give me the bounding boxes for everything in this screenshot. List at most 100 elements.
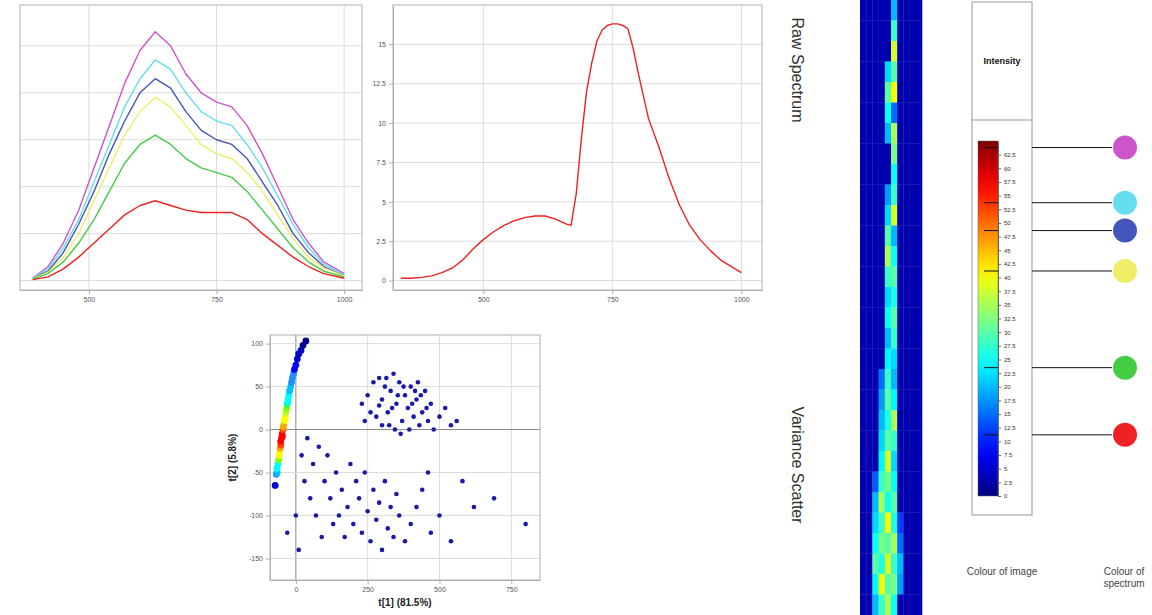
image-cell xyxy=(860,328,867,349)
tick: 25 xyxy=(998,357,1011,363)
marker xyxy=(984,356,1137,380)
image-cell xyxy=(891,595,898,615)
image-cell xyxy=(879,164,886,185)
tick-mark xyxy=(266,559,270,560)
point xyxy=(385,526,390,531)
image-cell xyxy=(897,390,904,411)
tick-mark xyxy=(998,387,1001,388)
tick-label: 100 xyxy=(251,340,263,347)
tick-mark xyxy=(998,237,1001,238)
point xyxy=(400,419,405,424)
image-cell xyxy=(891,0,898,21)
point xyxy=(377,376,382,381)
tick-label: 32.5 xyxy=(1004,316,1016,322)
image-cell xyxy=(885,533,892,554)
tick-label: 12.5 xyxy=(372,80,386,87)
image-cell xyxy=(891,144,898,165)
marker-leader xyxy=(1032,434,1112,435)
tick-label: 20 xyxy=(1004,384,1011,390)
point xyxy=(368,410,373,415)
grid-line xyxy=(270,558,540,559)
image-cell xyxy=(885,21,892,42)
image-cell xyxy=(872,451,879,472)
image-cell xyxy=(897,205,904,226)
tick: 35 xyxy=(998,302,1011,308)
image-cell xyxy=(860,451,867,472)
point xyxy=(331,522,336,527)
tick: 0 xyxy=(294,580,298,593)
row-label: Raw Spectrum xyxy=(789,18,806,123)
tick: 750 xyxy=(211,290,223,303)
image-cell xyxy=(885,246,892,267)
plot-frame xyxy=(393,5,762,290)
spectrum-colour xyxy=(1113,259,1137,283)
tick-mark xyxy=(266,473,270,474)
image-cell xyxy=(866,451,873,472)
image-cell xyxy=(903,513,910,534)
image-cell xyxy=(885,369,892,390)
tick-mark xyxy=(998,209,1001,210)
image-cell xyxy=(891,103,898,124)
image-cell xyxy=(872,103,879,124)
marker xyxy=(984,191,1137,215)
image-cell xyxy=(866,123,873,144)
point xyxy=(417,423,422,428)
image-cell xyxy=(891,554,898,575)
tick-mark xyxy=(998,455,1001,456)
tick-label: 500 xyxy=(434,586,446,593)
image-cell xyxy=(879,492,886,513)
image-cell xyxy=(897,144,904,165)
image-cell xyxy=(885,308,892,329)
tick: 1000 xyxy=(734,290,750,303)
image-cell xyxy=(910,513,917,534)
colorbar-divider xyxy=(972,120,1032,121)
tick-mark xyxy=(998,291,1001,292)
tick-label: -50 xyxy=(253,469,263,476)
tick-label: 50 xyxy=(1004,220,1011,226)
axis-line xyxy=(21,290,363,291)
image-cell xyxy=(879,574,886,595)
point xyxy=(296,548,301,553)
image-cell xyxy=(872,574,879,595)
image-cell xyxy=(866,554,873,575)
image-cell xyxy=(910,595,917,615)
point xyxy=(420,487,425,492)
point xyxy=(437,513,442,518)
image-cell xyxy=(872,349,879,370)
image-cell xyxy=(860,103,867,124)
tick-label: -100 xyxy=(249,512,263,519)
image-cell xyxy=(879,349,886,370)
image-cell xyxy=(879,472,886,493)
grid-line xyxy=(270,429,540,430)
image-cell xyxy=(891,246,898,267)
image-cell xyxy=(903,123,910,144)
image-cell xyxy=(897,349,904,370)
tick-label: 5 xyxy=(382,199,386,206)
grid-line xyxy=(367,335,368,580)
image-cell xyxy=(860,390,867,411)
image-cell xyxy=(910,185,917,206)
image-cell xyxy=(897,287,904,308)
tick: 5 xyxy=(998,466,1008,472)
image-cell xyxy=(885,554,892,575)
image-cell xyxy=(879,533,886,554)
tick-label: 15 xyxy=(378,41,386,48)
image-cell xyxy=(879,226,886,247)
chart-2: 0250500750-150-100-50050100t[1] (81.5%)t… xyxy=(227,335,541,608)
image-cell xyxy=(866,390,873,411)
image-cell xyxy=(879,185,886,206)
image-cell xyxy=(879,246,886,267)
tick-label: 0 xyxy=(294,586,298,593)
axis-line xyxy=(271,580,541,581)
image-cell xyxy=(866,369,873,390)
point xyxy=(424,406,429,411)
tick: 32.5 xyxy=(998,316,1016,322)
image-cell xyxy=(910,82,917,103)
image-cell xyxy=(903,369,910,390)
tick-label: -150 xyxy=(249,555,263,562)
image-cell xyxy=(872,0,879,21)
grid-line xyxy=(20,45,362,46)
image-cell xyxy=(910,308,917,329)
image-cell xyxy=(897,472,904,493)
image-cell xyxy=(879,205,886,226)
